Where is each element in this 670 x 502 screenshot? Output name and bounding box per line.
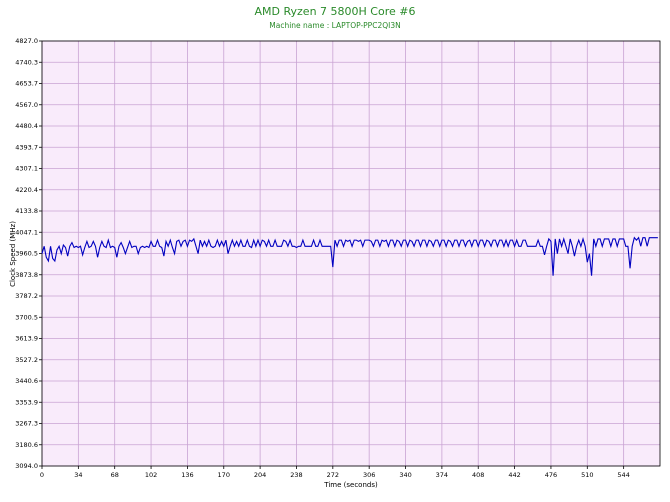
x-tick-label: 510 bbox=[581, 471, 593, 479]
y-tick-label: 4047.1 bbox=[15, 228, 38, 236]
chart-title: AMD Ryzen 7 5800H Core #6 bbox=[255, 5, 416, 18]
y-tick-label: 3440.6 bbox=[15, 377, 38, 385]
y-tick-label: 4307.1 bbox=[15, 165, 38, 173]
y-tick-label: 3873.8 bbox=[15, 271, 38, 279]
y-tick-label: 4220.4 bbox=[15, 186, 38, 194]
x-tick-label: 170 bbox=[218, 471, 230, 479]
x-tick-label: 136 bbox=[181, 471, 193, 479]
x-tick-label: 476 bbox=[545, 471, 557, 479]
x-tick-label: 102 bbox=[145, 471, 157, 479]
x-tick-label: 340 bbox=[399, 471, 411, 479]
y-tick-label: 4567.0 bbox=[15, 101, 38, 109]
x-tick-label: 408 bbox=[472, 471, 484, 479]
y-tick-label: 3094.0 bbox=[15, 462, 38, 470]
y-tick-label: 3960.5 bbox=[15, 250, 38, 258]
y-tick-label: 4480.4 bbox=[15, 122, 38, 130]
y-tick-label: 3353.9 bbox=[15, 398, 38, 406]
chart-subtitle: Machine name : LAPTOP-PPC2QI3N bbox=[269, 21, 400, 30]
x-axis-label: Time (seconds) bbox=[323, 481, 378, 489]
x-tick-label: 544 bbox=[617, 471, 629, 479]
data-line bbox=[41, 236, 658, 276]
y-tick-label: 3180.6 bbox=[15, 441, 38, 449]
y-tick-label: 4393.7 bbox=[15, 143, 38, 151]
y-tick-label: 4827.0 bbox=[15, 37, 38, 45]
y-tick-label: 3267.3 bbox=[15, 420, 38, 428]
y-axis-label: Clock Speed (MHz) bbox=[9, 221, 17, 287]
x-tick-label: 68 bbox=[111, 471, 119, 479]
y-tick-label: 3700.5 bbox=[15, 313, 38, 321]
y-tick-label: 4653.7 bbox=[15, 80, 38, 88]
y-tick-label: 3787.2 bbox=[15, 292, 38, 300]
y-tick-label: 4740.3 bbox=[15, 58, 38, 66]
x-tick-label: 204 bbox=[254, 471, 266, 479]
y-tick-label: 3527.2 bbox=[15, 356, 38, 364]
x-tick-label: 306 bbox=[363, 471, 375, 479]
x-tick-label: 0 bbox=[40, 471, 44, 479]
x-tick-label: 34 bbox=[74, 471, 82, 479]
x-tick-label: 238 bbox=[290, 471, 302, 479]
x-tick-label: 442 bbox=[508, 471, 520, 479]
y-tick-label: 4133.8 bbox=[15, 207, 38, 215]
y-tick-label: 3613.9 bbox=[15, 335, 38, 343]
x-tick-label: 374 bbox=[436, 471, 448, 479]
x-tick-label: 272 bbox=[327, 471, 339, 479]
